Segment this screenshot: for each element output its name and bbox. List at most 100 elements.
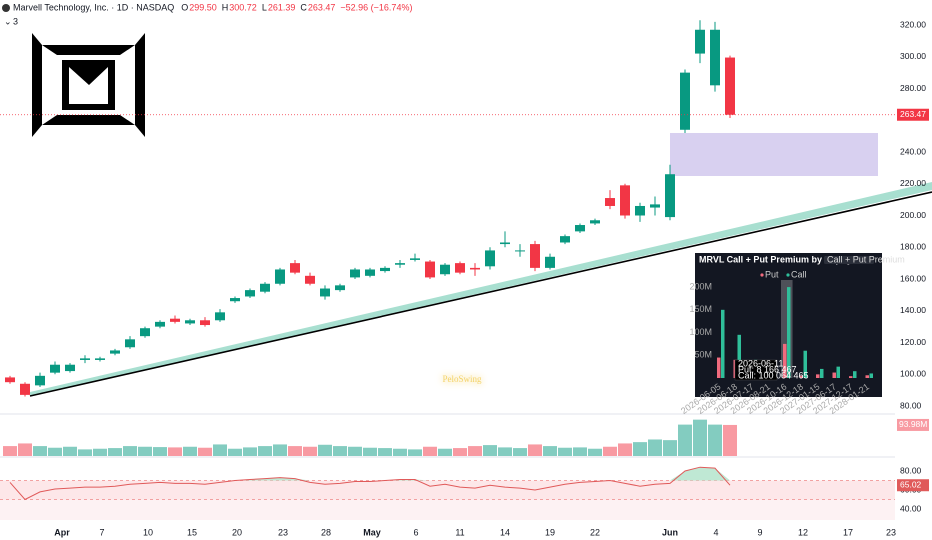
- volume-bar: [483, 445, 497, 456]
- candle-body: [530, 244, 540, 268]
- candle-body: [95, 358, 105, 360]
- x-tick-label: 9: [757, 527, 762, 537]
- candle-body: [50, 364, 60, 373]
- y-tick-label: 40.00: [900, 503, 922, 513]
- inset-y-label: 150M: [689, 304, 712, 314]
- volume-bar: [633, 442, 647, 456]
- volume-bar: [693, 419, 707, 456]
- candle-body: [335, 285, 345, 291]
- volume-bar: [603, 446, 617, 456]
- candle-body: [275, 269, 285, 284]
- legend-label: Call: [791, 269, 807, 279]
- volume-bar: [3, 446, 17, 456]
- candle-body: [575, 225, 585, 232]
- candle-body: [695, 29, 705, 54]
- volume-bar: [33, 446, 47, 456]
- inset-highlight: [781, 280, 793, 378]
- candle-body: [170, 318, 180, 322]
- inset-bar: [787, 287, 791, 378]
- ohlc-value: 263.47: [308, 2, 336, 12]
- header-title: Marvell Technology, Inc. · 1D · NASDAQ: [13, 2, 174, 12]
- inset-bar: [849, 376, 853, 378]
- symbol-icon: [2, 4, 10, 12]
- x-tick-label: 14: [500, 527, 510, 537]
- rsi-label: 65.02: [900, 479, 922, 489]
- volume-bar: [408, 449, 422, 456]
- x-tick-label: 23: [886, 527, 896, 537]
- x-tick-label: 4: [713, 527, 718, 537]
- y-tick-label: 160.00: [900, 273, 926, 283]
- volume-bar: [288, 446, 302, 456]
- candle-body: [545, 256, 555, 268]
- inset-bar: [717, 357, 721, 378]
- volume-bar: [138, 446, 152, 456]
- x-tick-label: 7: [99, 527, 104, 537]
- x-tick-label: 22: [590, 527, 600, 537]
- y-tick-label: 240.00: [900, 146, 926, 156]
- inset-y-label: 50M: [694, 350, 712, 360]
- volume-bar: [663, 440, 677, 456]
- candle-body: [185, 320, 195, 324]
- x-tick-label: 11: [455, 527, 464, 537]
- volume-bar: [213, 444, 227, 456]
- inset-bar: [820, 368, 824, 378]
- candle-body: [245, 290, 255, 297]
- candle-body: [305, 275, 315, 284]
- y-tick-label: 320.00: [900, 19, 926, 29]
- candle-body: [230, 298, 240, 302]
- rsi-tag: [897, 479, 929, 492]
- ohlc-label: C: [300, 2, 307, 12]
- inset-y-label: 100M: [689, 327, 712, 337]
- volume-bar: [558, 447, 572, 456]
- volume-bar: [378, 448, 392, 456]
- ohlc-value: 299.50: [189, 2, 217, 12]
- volume-bar: [423, 446, 437, 456]
- volume-bar: [303, 446, 317, 456]
- x-tick-label: Apr: [54, 527, 70, 537]
- candle-body: [290, 263, 300, 273]
- indicator-count: 3: [13, 16, 18, 26]
- volume-bar: [183, 446, 197, 456]
- inset-bar: [799, 375, 803, 378]
- volume-bar: [273, 444, 287, 456]
- inset-selector[interactable]: [824, 256, 874, 264]
- candle-body: [455, 263, 465, 273]
- candle-body: [125, 339, 135, 348]
- candle-body: [665, 174, 675, 218]
- volume-bar: [123, 446, 137, 456]
- inset-selector-label: Call + Put Premium: [827, 254, 905, 264]
- inset-bar: [816, 374, 820, 378]
- watermark: PeloSwing: [442, 374, 482, 384]
- inset-bar: [737, 334, 741, 378]
- candle-body: [260, 283, 270, 292]
- y-tick-label: 140.00: [900, 305, 926, 315]
- candle-body: [635, 205, 645, 216]
- volume-bar: [258, 446, 272, 456]
- candle-body: [155, 321, 165, 327]
- candle-body: [5, 377, 15, 383]
- candle-body: [65, 364, 75, 372]
- candle-body: [620, 185, 630, 216]
- volume-bar: [543, 446, 557, 456]
- volume-bar: [243, 447, 257, 456]
- volume-bar: [393, 448, 407, 456]
- y-tick-label: 120.00: [900, 337, 926, 347]
- volume-bar: [318, 444, 332, 456]
- inset-bar: [853, 371, 857, 378]
- volume-bar: [498, 447, 512, 456]
- y-tick-label: 80.00: [900, 465, 922, 475]
- x-tick-label: 17: [843, 527, 853, 537]
- volume-bar: [63, 446, 77, 456]
- ohlc-label: O: [181, 2, 188, 12]
- volume-bar: [48, 447, 62, 456]
- inset-bar: [721, 309, 725, 378]
- volume-bar: [78, 449, 92, 456]
- volume-bar: [648, 439, 662, 456]
- zone: [670, 133, 878, 176]
- x-tick-label: May: [363, 527, 381, 537]
- volume-tag: [897, 418, 929, 431]
- volume-bar: [348, 446, 362, 456]
- volume-bar: [618, 443, 632, 456]
- inset-bar: [836, 366, 840, 378]
